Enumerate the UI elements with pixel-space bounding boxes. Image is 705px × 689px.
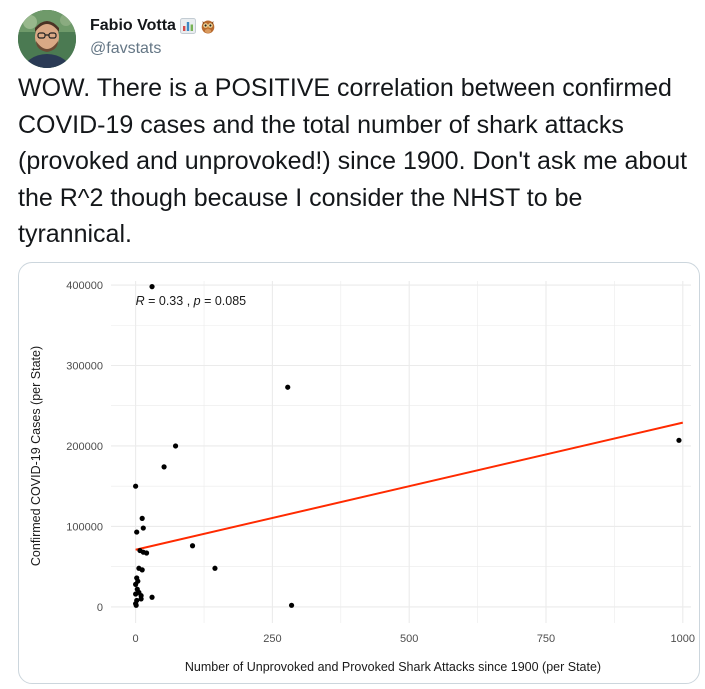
- tweet-media-image[interactable]: 0 250 500 750 1000 0 100000 200000 300000 400000 …: [18, 262, 700, 684]
- data-point: [133, 602, 139, 608]
- display-name[interactable]: Fabio Votta: [90, 17, 176, 34]
- data-point: [149, 594, 155, 600]
- points-layer: [133, 284, 682, 608]
- x-tick-label: 750: [537, 633, 555, 645]
- y-tick-label: 0: [97, 602, 103, 614]
- p-symbol: p: [193, 294, 201, 308]
- data-point: [161, 464, 167, 470]
- data-point: [138, 596, 144, 602]
- r-symbol: R: [136, 294, 145, 308]
- y-tick-label: 400000: [66, 280, 103, 292]
- data-point: [149, 284, 155, 290]
- data-point: [189, 543, 196, 549]
- data-point: [134, 529, 140, 535]
- scatter-chart: 0 250 500 750 10000100000200000300000400000 …: [29, 280, 695, 674]
- data-point: [212, 565, 218, 571]
- avatar[interactable]: [18, 10, 76, 68]
- regression-line: [135, 421, 684, 551]
- x-axis-title: Number of Unprovoked and Provoked Shark …: [185, 660, 601, 674]
- y-tick-label: 200000: [66, 441, 103, 453]
- data-point: [285, 384, 291, 390]
- x-tick-label: 0: [133, 633, 139, 645]
- correlation-annotation: R = 0.33 , p = 0.085: [136, 294, 247, 308]
- data-point: [139, 567, 145, 573]
- y-tick-label: 300000: [66, 360, 103, 372]
- data-point: [133, 591, 139, 597]
- owl-icon: [201, 20, 215, 34]
- data-point: [288, 602, 295, 608]
- tweet-header: Fabio Votta @favstats: [90, 14, 216, 58]
- handle[interactable]: @favstats: [90, 40, 162, 57]
- data-point: [139, 515, 145, 521]
- tick-labels: 0 250 500 750 1000 0 100000 200000 300000 400000: [66, 280, 695, 645]
- display-name-row: Fabio Votta: [90, 14, 216, 38]
- data-point: [133, 581, 139, 587]
- data-point: [140, 525, 146, 531]
- x-tick-label: 1000: [671, 633, 695, 645]
- y-tick-label: 100000: [66, 521, 103, 533]
- data-point: [133, 483, 139, 489]
- data-point: [143, 550, 150, 556]
- chart-grid: [111, 281, 691, 623]
- r-value: = 0.33 ,: [145, 294, 194, 308]
- tweet-text: WOW. There is a POSITIVE correlation bet…: [18, 74, 695, 248]
- p-value: = 0.085: [201, 294, 247, 308]
- bar-chart-icon: [179, 18, 196, 34]
- data-point: [676, 437, 682, 443]
- avatar-portrait-image: [18, 10, 76, 68]
- x-tick-label: 500: [400, 633, 418, 645]
- y-axis-title: Confirmed COVID-19 Cases (per State): [29, 346, 43, 566]
- regression-layer: [135, 421, 684, 551]
- data-point: [172, 443, 179, 449]
- x-tick-label: 250: [263, 633, 281, 645]
